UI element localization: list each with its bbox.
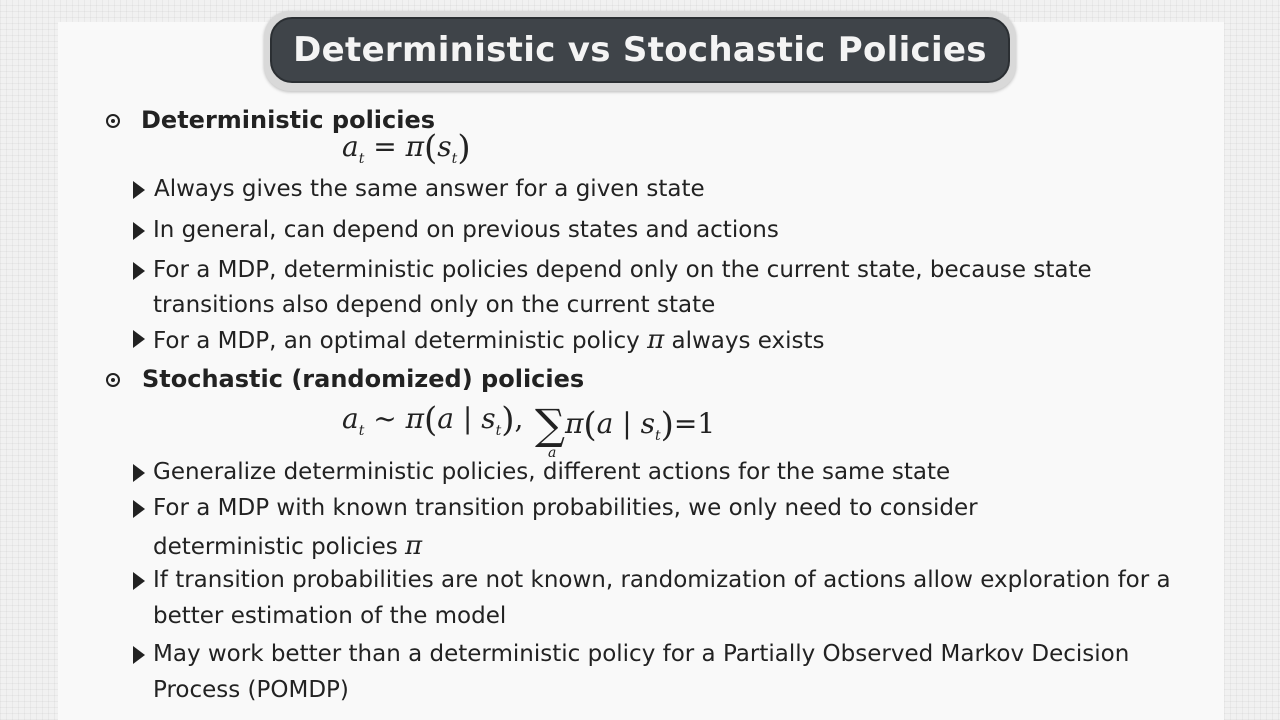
formula-pi: π	[405, 402, 425, 435]
formula-var-a: a	[342, 402, 359, 435]
pi-symbol: π	[647, 325, 665, 355]
formula-var-a: a	[596, 407, 614, 440]
triangle-bullet-icon	[133, 330, 145, 348]
formula-paren-close: )	[660, 405, 674, 445]
list-item: In general, can depend on previous state…	[153, 217, 779, 243]
triangle-bullet-icon	[133, 572, 145, 590]
circle-bullet-icon	[106, 373, 120, 387]
formula-sub-t: t	[495, 423, 502, 439]
list-item: Always gives the same answer for a given…	[154, 176, 705, 202]
triangle-bullet-icon	[133, 464, 145, 482]
triangle-bullet-icon	[133, 222, 145, 240]
formula-var-a: a	[342, 130, 359, 163]
sum-symbol: ∑	[535, 400, 565, 449]
formula-sub-t: t	[451, 151, 458, 167]
formula-equals: =	[373, 130, 397, 163]
slide-panel	[58, 22, 1224, 720]
triangle-bullet-icon	[133, 262, 145, 280]
list-item: If transition probabilities are not know…	[153, 567, 1171, 593]
list-item-text: For a MDP, an optimal deterministic poli…	[153, 328, 640, 354]
list-item-text: deterministic policies	[153, 534, 398, 560]
formula-stochastic: at ~ π(a | st),	[342, 400, 523, 440]
list-item: Generalize deterministic policies, diffe…	[153, 459, 951, 485]
title-banner: Deterministic vs Stochastic Policies	[270, 17, 1010, 83]
list-item: For a MDP, deterministic policies depend…	[153, 257, 1092, 283]
formula-one: 1	[697, 407, 716, 440]
formula-var-s: s	[481, 402, 496, 435]
formula-pi: π	[564, 407, 584, 440]
formula-pi: π	[405, 130, 425, 163]
formula-paren-close: )	[457, 128, 471, 168]
formula-paren-close: )	[501, 400, 515, 440]
list-item-text: always exists	[671, 328, 825, 354]
sum-subscript: a	[548, 445, 557, 461]
pi-symbol: π	[405, 531, 423, 561]
formula-paren-open: (	[424, 400, 438, 440]
formula-var-s: s	[437, 130, 452, 163]
formula-var-s: s	[640, 407, 655, 440]
formula-sub-t: t	[358, 151, 365, 167]
formula-sub-t: t	[654, 428, 661, 444]
formula-paren-open: (	[424, 128, 438, 168]
triangle-bullet-icon	[133, 646, 145, 664]
formula-given-bar: |	[462, 402, 473, 435]
list-item-continuation: deterministic policies π	[153, 531, 422, 561]
list-item: For a MDP, an optimal deterministic poli…	[153, 325, 825, 355]
formula-given-bar: |	[622, 407, 632, 440]
section-heading-stochastic: Stochastic (randomized) policies	[142, 365, 585, 393]
list-item-continuation: Process (POMDP)	[153, 677, 349, 703]
triangle-bullet-icon	[133, 181, 145, 199]
circle-bullet-icon	[106, 114, 120, 128]
formula-sub-t: t	[358, 423, 365, 439]
section-heading-deterministic: Deterministic policies	[141, 106, 436, 134]
formula-var-a: a	[437, 402, 454, 435]
list-item: For a MDP with known transition probabil…	[153, 495, 978, 521]
formula-equals: =	[673, 407, 698, 440]
formula-tilde: ~	[373, 402, 397, 435]
formula-comma: ,	[514, 402, 524, 435]
formula-paren-open: (	[583, 405, 597, 445]
slide-title: Deterministic vs Stochastic Policies	[293, 30, 987, 70]
formula-sum-normalization: ∑π(a | st)=1	[535, 400, 715, 449]
list-item: May work better than a deterministic pol…	[153, 641, 1130, 667]
triangle-bullet-icon	[133, 500, 145, 518]
formula-deterministic: at = π(st)	[342, 128, 471, 168]
list-item-continuation: better estimation of the model	[153, 603, 507, 629]
list-item-continuation: transitions also depend only on the curr…	[153, 292, 716, 318]
